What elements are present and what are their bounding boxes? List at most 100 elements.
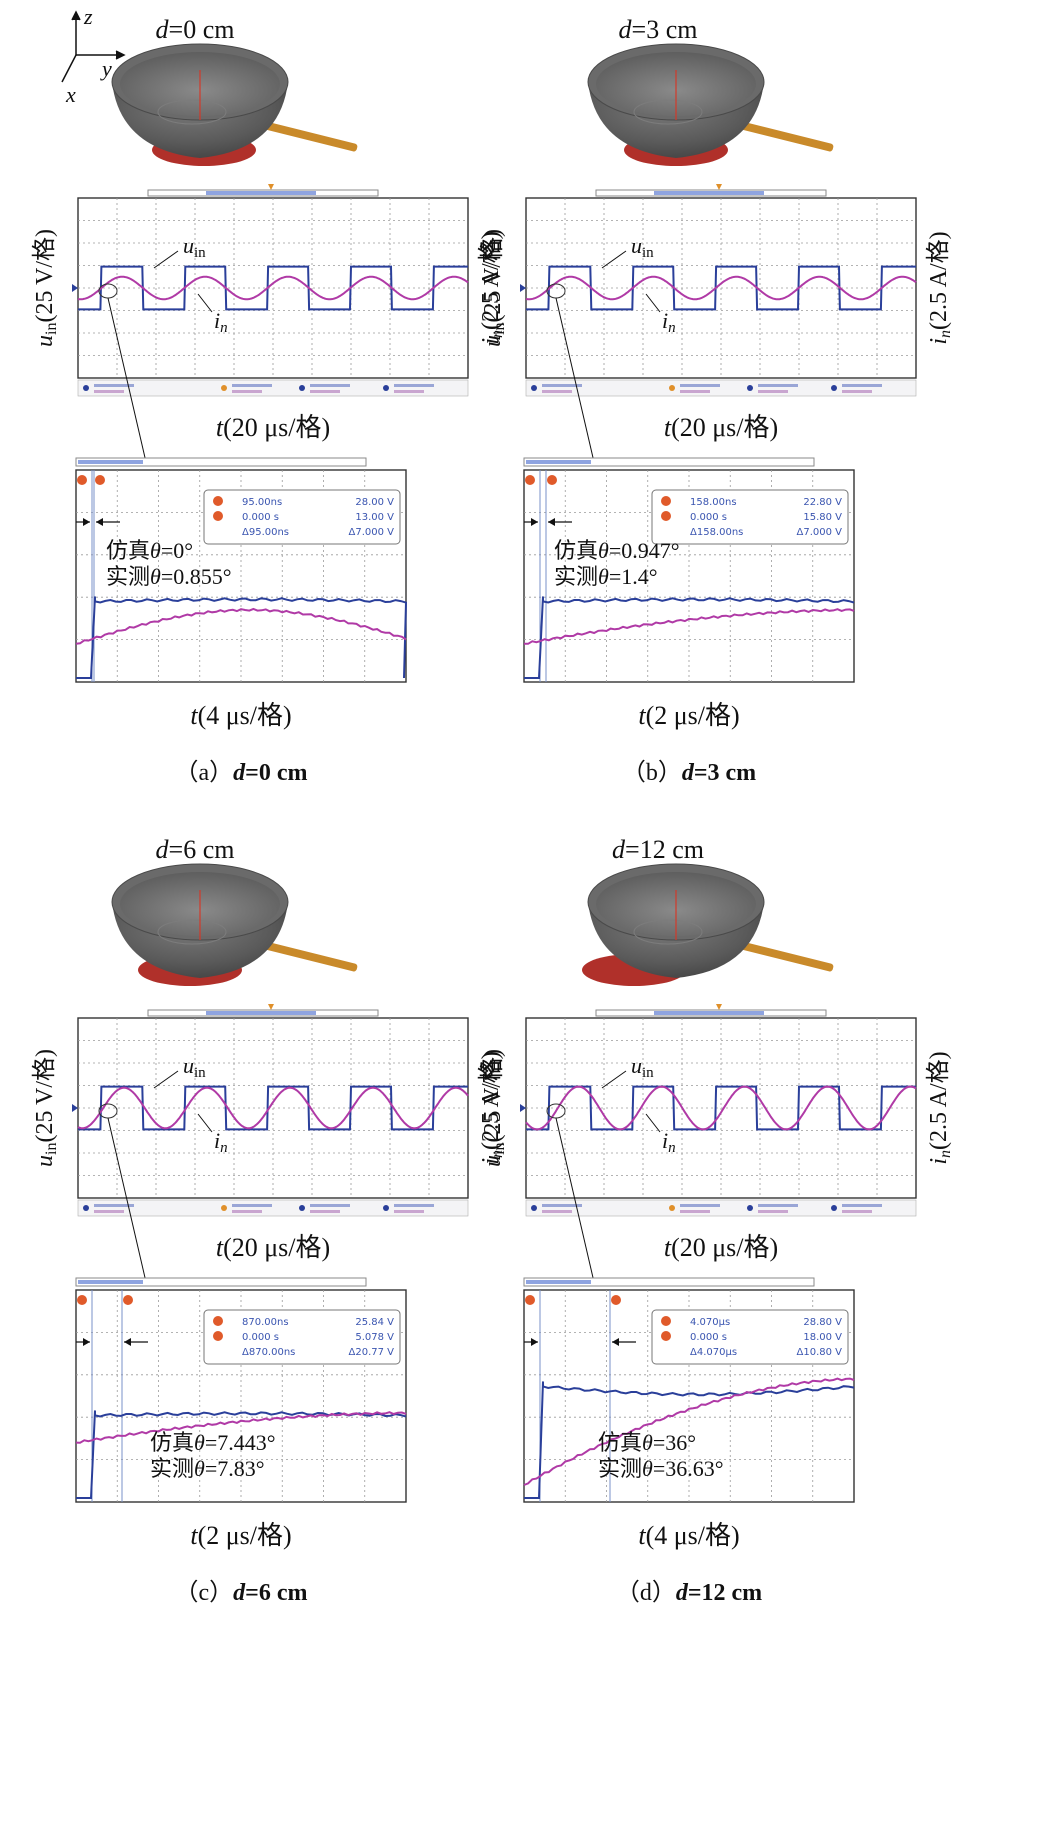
theta-meas-value: =1.4° bbox=[609, 564, 658, 589]
theta-sim-prefix: 仿真 bbox=[554, 538, 598, 563]
ground-marker bbox=[72, 284, 78, 292]
ylabel-left-unit: (25 V/格) bbox=[31, 1049, 58, 1143]
status-readout-bar bbox=[842, 1210, 872, 1213]
theta-measured: 实测θ=7.83° bbox=[150, 1456, 265, 1481]
status-readout-bar bbox=[94, 1210, 124, 1213]
theta-meas-prefix: 实测 bbox=[150, 1456, 194, 1481]
trace-label-in-leader bbox=[197, 293, 213, 313]
readout-voltage: Δ7.000 V bbox=[797, 527, 843, 538]
theta-meas-value: =0.855° bbox=[161, 564, 232, 589]
lower-xlabel: t(2 μs/格) bbox=[638, 701, 739, 730]
readout-time: 0.000 s bbox=[242, 1332, 279, 1343]
upper-xlabel-var: t bbox=[216, 1233, 224, 1262]
upper-grid bbox=[526, 198, 916, 378]
upper-xlabel-value: (20 μs/格) bbox=[223, 413, 330, 442]
upper-ylabel-left: uin(25 V/格) bbox=[479, 1049, 508, 1167]
wok-handle bbox=[259, 120, 358, 152]
trace-in bbox=[525, 1085, 917, 1131]
trace-uin bbox=[78, 1085, 468, 1131]
axis-label-y: y bbox=[100, 56, 112, 81]
top-label-value: =12 cm bbox=[625, 835, 704, 864]
status-strip-box bbox=[77, 379, 469, 397]
top-label-value: =0 cm bbox=[169, 15, 235, 44]
status-readout-bar bbox=[310, 1210, 340, 1213]
top-label-variable: d bbox=[156, 835, 170, 864]
status-readout-bar bbox=[758, 390, 788, 393]
lower-xlabel-var: t bbox=[638, 701, 646, 730]
lower-trace-in bbox=[75, 1411, 407, 1444]
trace-label-u-sub: in bbox=[194, 1065, 206, 1081]
lower-memory-bar bbox=[523, 1277, 815, 1287]
theta-measured: 实测θ=1.4° bbox=[554, 564, 658, 589]
status-channel-dot bbox=[747, 1205, 753, 1211]
trace-label-in-leader bbox=[645, 293, 661, 313]
ylabel-right-unit: (2.5 A/格) bbox=[925, 231, 952, 330]
readout-voltage: Δ10.80 V bbox=[797, 1347, 843, 1358]
cursor-readout-box: 95.00ns 28.00 V 0.000 s 13.00 V Δ95.00ns Δ7.0… bbox=[203, 489, 401, 545]
readout-voltage: 13.00 V bbox=[355, 512, 394, 523]
trace-label-i-var: i bbox=[662, 308, 668, 333]
panel-caption: （d）d=12 cm bbox=[616, 1580, 762, 1606]
upper-ylabel-left: uin(25 V/格) bbox=[31, 1049, 60, 1167]
status-channel-dot bbox=[531, 1205, 537, 1211]
upper-xlabel-value: (20 μs/格) bbox=[671, 1233, 778, 1262]
upper-grid bbox=[78, 1018, 468, 1198]
cursor-b-badge bbox=[525, 475, 535, 485]
ylabel-right-var: i bbox=[478, 338, 504, 345]
lower-memory-window bbox=[78, 460, 143, 464]
status-strip-box bbox=[77, 1199, 469, 1217]
trace-label-in: in bbox=[214, 308, 228, 336]
upper-xlabel-var: t bbox=[664, 1233, 672, 1262]
ylabel-left-var: u bbox=[480, 1155, 506, 1167]
status-readout-bar bbox=[542, 384, 582, 387]
theta-sim-prefix: 仿真 bbox=[106, 538, 150, 563]
theta-sim-value: =0.947° bbox=[609, 538, 680, 563]
lower-xlabel: t(4 μs/格) bbox=[638, 1521, 739, 1550]
trace-uin bbox=[526, 265, 916, 311]
readout-frame bbox=[651, 489, 849, 545]
status-strip-box bbox=[525, 379, 917, 397]
ylabel-left-unit: (25 V/格) bbox=[479, 229, 506, 323]
caption-prefix: （a） bbox=[175, 760, 234, 786]
theta-simulated: 仿真θ=0.947° bbox=[554, 538, 680, 563]
coordinate-axes-icon bbox=[61, 10, 126, 83]
lower-xlabel-value: (2 μs/格) bbox=[198, 1521, 292, 1550]
status-channel-dot bbox=[531, 385, 537, 391]
caption-variable: d bbox=[233, 1580, 246, 1606]
ylabel-right-var: i bbox=[926, 1158, 952, 1165]
panel-top-label: d=3 cm bbox=[619, 15, 698, 44]
readout-voltage: 15.80 V bbox=[803, 512, 842, 523]
cursor-a-badge bbox=[95, 475, 105, 485]
ylabel-right-unit: (2.5 A/格) bbox=[477, 231, 504, 330]
status-readout-bar bbox=[394, 1204, 434, 1207]
scope-memory-window bbox=[654, 1011, 764, 1015]
upper-xlabel: t(20 μs/格) bbox=[216, 1233, 330, 1262]
upper-ylabel-left: uin(25 V/格) bbox=[479, 229, 508, 347]
upper-ylabel-right: in(2.5 A/格) bbox=[925, 231, 954, 344]
readout-voltage: 18.00 V bbox=[803, 1332, 842, 1343]
ylabel-left-sub: in bbox=[43, 1143, 60, 1155]
theta-symbol: θ bbox=[194, 1456, 205, 1481]
readout-time: Δ4.070μs bbox=[690, 1347, 737, 1358]
status-readout-bar bbox=[680, 1204, 720, 1207]
status-channel-dot bbox=[669, 1205, 675, 1211]
status-channel-dot bbox=[669, 385, 675, 391]
trace-label-u-var: u bbox=[183, 1053, 194, 1078]
lower-scope: 158.00ns 22.80 V 0.000 s 15.80 V Δ158.00ns Δ7… bbox=[523, 457, 855, 730]
wok-illustration bbox=[582, 863, 834, 986]
status-readout-bar bbox=[542, 1204, 582, 1207]
status-channel-dot bbox=[831, 385, 837, 391]
trace-label-u-var: u bbox=[631, 1053, 642, 1078]
status-readout-bar bbox=[310, 1204, 350, 1207]
readout-voltage: 22.80 V bbox=[803, 497, 842, 508]
readout-cursor-icon bbox=[661, 1331, 671, 1341]
status-channel-dot bbox=[383, 385, 389, 391]
wok-illustration bbox=[587, 43, 834, 166]
scope-memory-window bbox=[206, 1011, 316, 1015]
ylabel-right-unit: (2.5 A/格) bbox=[477, 1051, 504, 1150]
delta-arrowhead bbox=[531, 1338, 538, 1346]
